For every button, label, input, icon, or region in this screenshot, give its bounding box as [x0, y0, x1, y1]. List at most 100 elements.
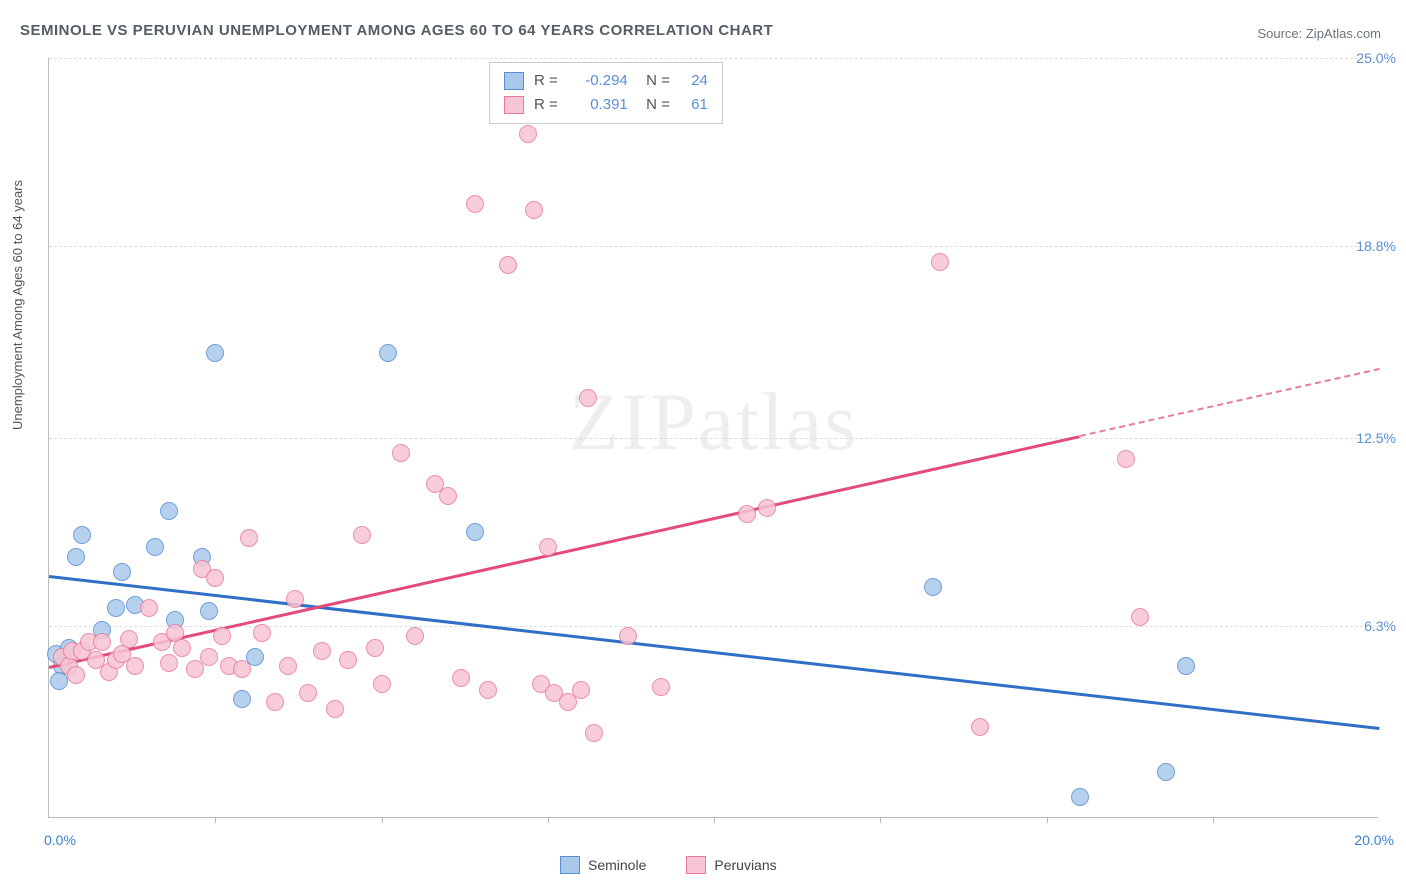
data-point [1177, 657, 1195, 675]
data-point [579, 389, 597, 407]
data-point [206, 569, 224, 587]
seminole-swatch [560, 856, 580, 874]
grid-line [49, 438, 1378, 439]
data-point [479, 681, 497, 699]
data-point [339, 651, 357, 669]
r-label: R = [534, 69, 558, 93]
correlation-stats-box: R = -0.294 N = 24 R = 0.391 N = 61 [489, 62, 723, 124]
x-max-label: 20.0% [1354, 832, 1394, 848]
grid-line [49, 246, 1378, 247]
data-point [758, 499, 776, 517]
legend-item-seminole: Seminole [560, 856, 646, 874]
n-label: N = [638, 69, 670, 93]
bottom-legend: Seminole Peruvians [560, 856, 777, 874]
x-min-label: 0.0% [44, 832, 76, 848]
trend-extrapolation-peruvians [1080, 368, 1380, 437]
data-point [466, 195, 484, 213]
data-point [971, 718, 989, 736]
data-point [439, 487, 457, 505]
data-point [1131, 608, 1149, 626]
data-point [299, 684, 317, 702]
y-tick-label: 6.3% [1364, 618, 1396, 634]
y-tick-label: 18.8% [1356, 238, 1396, 254]
data-point [107, 599, 125, 617]
x-tick [1213, 817, 1214, 823]
peruvians-swatch [686, 856, 706, 874]
data-point [93, 633, 111, 651]
data-point [67, 548, 85, 566]
data-point [1157, 763, 1175, 781]
data-point [466, 523, 484, 541]
data-point [286, 590, 304, 608]
peruvians-swatch [504, 96, 524, 114]
x-tick [548, 817, 549, 823]
data-point [924, 578, 942, 596]
data-point [200, 602, 218, 620]
data-point [406, 627, 424, 645]
data-point [931, 253, 949, 271]
data-point [366, 639, 384, 657]
data-point [738, 505, 756, 523]
x-tick [714, 817, 715, 823]
data-point [126, 657, 144, 675]
data-point [233, 660, 251, 678]
chart-title: SEMINOLE VS PERUVIAN UNEMPLOYMENT AMONG … [20, 22, 773, 39]
data-point [279, 657, 297, 675]
n-label: N = [638, 93, 670, 117]
data-point [120, 630, 138, 648]
stats-row-seminole: R = -0.294 N = 24 [504, 69, 708, 93]
data-point [585, 724, 603, 742]
y-axis-label: Unemployment Among Ages 60 to 64 years [10, 180, 25, 430]
data-point [160, 502, 178, 520]
data-point [50, 672, 68, 690]
x-tick [880, 817, 881, 823]
data-point [240, 529, 258, 547]
data-point [146, 538, 164, 556]
data-point [140, 599, 158, 617]
data-point [373, 675, 391, 693]
r-label: R = [534, 93, 558, 117]
source-attribution: Source: ZipAtlas.com [1257, 26, 1381, 41]
y-tick-label: 25.0% [1356, 50, 1396, 66]
seminole-n-value: 24 [680, 69, 708, 93]
legend-label-seminole: Seminole [588, 857, 646, 873]
plot-area: ZIPatlas R = -0.294 N = 24 R = 0.391 N =… [48, 58, 1378, 818]
data-point [652, 678, 670, 696]
data-point [525, 201, 543, 219]
y-tick-label: 12.5% [1356, 430, 1396, 446]
grid-line [49, 58, 1378, 59]
data-point [1071, 788, 1089, 806]
data-point [253, 624, 271, 642]
data-point [67, 666, 85, 684]
data-point [173, 639, 191, 657]
data-point [313, 642, 331, 660]
peruvians-r-value: 0.391 [568, 93, 628, 117]
data-point [113, 563, 131, 581]
seminole-swatch [504, 72, 524, 90]
watermark: ZIPatlas [569, 375, 858, 469]
data-point [1117, 450, 1135, 468]
data-point [353, 526, 371, 544]
data-point [392, 444, 410, 462]
data-point [452, 669, 470, 687]
data-point [499, 256, 517, 274]
x-tick [382, 817, 383, 823]
data-point [213, 627, 231, 645]
data-point [200, 648, 218, 666]
data-point [619, 627, 637, 645]
legend-item-peruvians: Peruvians [686, 856, 776, 874]
data-point [206, 344, 224, 362]
peruvians-n-value: 61 [680, 93, 708, 117]
data-point [160, 654, 178, 672]
data-point [73, 526, 91, 544]
data-point [519, 125, 537, 143]
data-point [379, 344, 397, 362]
data-point [326, 700, 344, 718]
grid-line [49, 626, 1378, 627]
data-point [266, 693, 284, 711]
data-point [539, 538, 557, 556]
data-point [233, 690, 251, 708]
data-point [572, 681, 590, 699]
legend-label-peruvians: Peruvians [714, 857, 776, 873]
stats-row-peruvians: R = 0.391 N = 61 [504, 93, 708, 117]
